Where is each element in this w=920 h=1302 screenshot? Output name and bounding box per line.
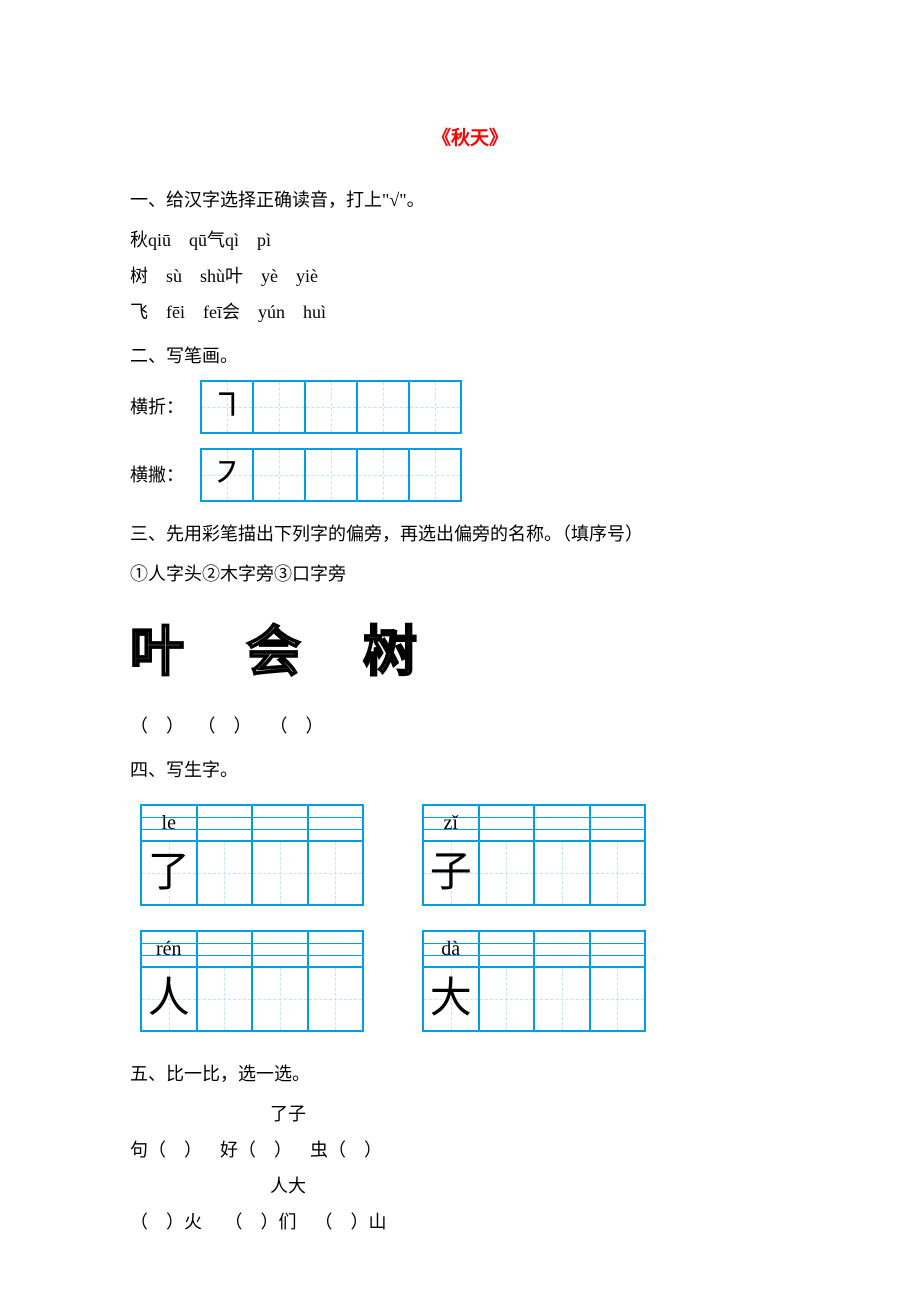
char-cell[interactable] <box>535 842 591 904</box>
pinyin-cell[interactable] <box>253 932 309 966</box>
section5-group2-chars: 人大 <box>130 1168 810 1204</box>
section5-heading: 五、比一比，选一选。 <box>130 1056 810 1092</box>
outline-chars-row: 叶 会 树 <box>130 598 810 706</box>
stroke-glyph: ㇕ <box>210 373 244 441</box>
worksheet-page: 《秋天》 一、给汉字选择正确读音，打上"√"。 秋qiū qū气qì pì 树 … <box>0 0 920 1280</box>
char-cell[interactable] <box>198 842 254 904</box>
stroke-cell[interactable] <box>304 380 356 434</box>
char-glyph: 大 <box>430 957 472 1041</box>
pinyin-cell[interactable] <box>253 806 309 840</box>
outline-char: 树 <box>363 598 417 706</box>
stroke-practice-row: 横折： ㇕ <box>130 380 810 434</box>
char-cell[interactable] <box>253 842 309 904</box>
stroke-cell[interactable] <box>408 380 460 434</box>
pinyin-cell[interactable] <box>480 806 536 840</box>
section3-heading: 三、先用彩笔描出下列字的偏旁，再选出偏旁的名称。（填序号） <box>130 516 810 552</box>
char-row: 人 <box>142 968 362 1030</box>
pinyin-cell[interactable] <box>309 806 363 840</box>
section3-options: ①人字头②木字旁③口字旁 <box>130 556 810 592</box>
char-cell[interactable]: 子 <box>424 842 480 904</box>
writing-block: rén 人 <box>140 930 364 1032</box>
stroke-cell[interactable] <box>408 448 460 502</box>
char-cell[interactable] <box>591 842 645 904</box>
char-cell[interactable] <box>198 968 254 1030</box>
stroke-cell[interactable] <box>304 448 356 502</box>
stroke-practice-row: 横撇： ㇇ <box>130 448 810 502</box>
char-cell[interactable]: 大 <box>424 968 480 1030</box>
char-cell[interactable]: 人 <box>142 968 198 1030</box>
char-cell[interactable]: 了 <box>142 842 198 904</box>
char-cell[interactable] <box>480 842 536 904</box>
outline-char: 叶 <box>130 598 184 706</box>
char-row: 了 <box>142 842 362 904</box>
section2-heading: 二、写笔画。 <box>130 338 810 374</box>
char-cell[interactable] <box>309 842 363 904</box>
char-cell[interactable] <box>535 968 591 1030</box>
stroke-grid: ㇕ <box>200 380 462 434</box>
stroke-cell[interactable] <box>356 380 408 434</box>
pinyin-cell[interactable] <box>535 932 591 966</box>
writing-row: rén 人 dà <box>140 930 810 1032</box>
char-cell[interactable] <box>591 968 645 1030</box>
char-row: 子 <box>424 842 644 904</box>
pinyin-cell[interactable] <box>198 806 254 840</box>
writing-block: zǐ 子 <box>422 804 646 906</box>
section5-group2-blanks[interactable]: （ ）火 （ ）们 （ ）山 <box>130 1204 810 1240</box>
stroke-grid: ㇇ <box>200 448 462 502</box>
section3-answer-blanks[interactable]: （ ） （ ） （ ） <box>130 708 810 744</box>
char-glyph: 人 <box>148 957 190 1041</box>
stroke-cell[interactable]: ㇕ <box>200 380 252 434</box>
char-glyph: 了 <box>148 831 190 915</box>
char-row: 大 <box>424 968 644 1030</box>
section1-row: 秋qiū qū气qì pì <box>130 222 810 258</box>
writing-block: dà 大 <box>422 930 646 1032</box>
stroke-cell[interactable] <box>252 380 304 434</box>
pinyin-cell[interactable] <box>591 806 645 840</box>
pinyin-cell[interactable] <box>309 932 363 966</box>
char-cell[interactable] <box>480 968 536 1030</box>
char-glyph: 子 <box>430 831 472 915</box>
stroke-cell[interactable] <box>252 448 304 502</box>
pinyin-cell[interactable] <box>591 932 645 966</box>
section5-group1-chars: 了子 <box>130 1096 810 1132</box>
stroke-label: 横撇： <box>130 457 200 493</box>
page-title: 《秋天》 <box>130 120 810 158</box>
stroke-glyph: ㇇ <box>210 441 244 509</box>
stroke-cell[interactable] <box>356 448 408 502</box>
section1-row: 树 sù shù叶 yè yiè <box>130 258 810 294</box>
writing-block: le 了 <box>140 804 364 906</box>
pinyin-cell[interactable] <box>480 932 536 966</box>
section5-group1-blanks[interactable]: 句（ ） 好（ ） 虫（ ） <box>130 1132 810 1168</box>
pinyin-cell[interactable] <box>535 806 591 840</box>
stroke-label: 横折： <box>130 389 200 425</box>
section1-row: 飞 fēi feī会 yún huì <box>130 294 810 330</box>
section1-heading: 一、给汉字选择正确读音，打上"√"。 <box>130 182 810 218</box>
stroke-cell[interactable]: ㇇ <box>200 448 252 502</box>
section4-heading: 四、写生字。 <box>130 752 810 788</box>
writing-grids: le 了 zǐ <box>140 804 810 1032</box>
char-cell[interactable] <box>309 968 363 1030</box>
outline-char: 会 <box>247 598 301 706</box>
writing-row: le 了 zǐ <box>140 804 810 906</box>
pinyin-cell[interactable] <box>198 932 254 966</box>
char-cell[interactable] <box>253 968 309 1030</box>
